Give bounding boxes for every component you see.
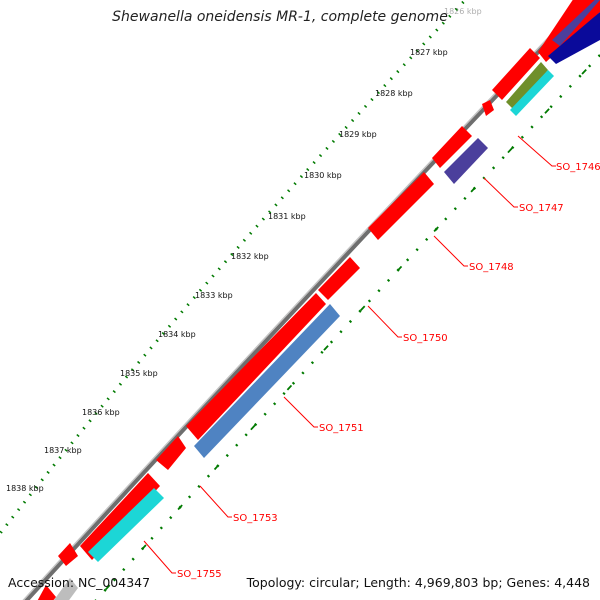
leader-line	[143, 540, 176, 574]
gene-label: SO_1755	[177, 569, 222, 580]
gene-arrow	[80, 473, 160, 560]
gene-arrow	[368, 172, 434, 240]
gene-arrow	[186, 293, 326, 440]
gene-label: SO_1748	[469, 262, 514, 273]
gene-arrow	[432, 126, 472, 168]
kbp-label: 1826 kbp	[444, 7, 482, 16]
leader-line	[483, 177, 518, 208]
gene-labels: SO_1746 SO_1747 SO_1748 SO_1750 SO_1751 …	[177, 162, 600, 580]
gene-arrow	[58, 543, 78, 566]
gene-label: SO_1751	[319, 423, 364, 434]
gene-arrow	[88, 488, 164, 562]
gene-label-leaders	[143, 135, 556, 574]
leader-line	[199, 485, 232, 518]
kbp-label: 1837 kbp	[44, 446, 82, 455]
gene-label: SO_1746	[556, 162, 600, 173]
kbp-label: 1832 kbp	[231, 252, 269, 261]
kbp-label: 1834 kbp	[158, 330, 196, 339]
gene-arrow	[506, 62, 548, 110]
leader-line	[433, 235, 468, 267]
gene-arrow	[37, 585, 56, 600]
leader-line	[367, 305, 402, 338]
reverse-strand-genes	[54, 0, 600, 600]
gene-label: SO_1750	[403, 333, 448, 344]
genome-summary-text: Topology: circular; Length: 4,969,803 bp…	[246, 575, 590, 590]
accession-text: Accession: NC_004347	[8, 575, 151, 590]
gene-label: SO_1747	[519, 203, 564, 214]
gene-arrow	[492, 48, 540, 100]
gene-arrow	[156, 436, 186, 470]
leader-line	[283, 396, 318, 428]
kbp-label: 1829 kbp	[339, 130, 377, 139]
kbp-label: 1827 kbp	[410, 48, 448, 57]
kbp-tick-labels: 1826 kbp 1827 kbp 1828 kbp 1829 kbp 1830…	[6, 7, 482, 493]
gene-arrow	[444, 138, 488, 184]
gene-label: SO_1753	[233, 513, 278, 524]
kbp-label: 1830 kbp	[304, 171, 342, 180]
gene-arrow	[318, 257, 360, 300]
forward-strand-genes	[37, 0, 600, 600]
kbp-label: 1833 kbp	[195, 291, 233, 300]
kbp-label: 1828 kbp	[375, 89, 413, 98]
kbp-label: 1836 kbp	[82, 408, 120, 417]
gene-arrow	[552, 0, 600, 46]
gene-arrow	[194, 304, 340, 458]
gene-arrow	[548, 12, 600, 64]
kbp-label: 1831 kbp	[268, 212, 306, 221]
kbp-label: 1835 kbp	[120, 369, 158, 378]
kbp-label: 1838 kbp	[6, 484, 44, 493]
gene-arrow	[54, 578, 78, 600]
gene-arrow	[510, 70, 554, 116]
leader-line	[517, 135, 556, 167]
gene-arrow	[482, 100, 494, 116]
outer-tick-ring	[0, 0, 468, 536]
map-title: Shewanella oneidensis MR-1, complete gen…	[112, 9, 448, 25]
